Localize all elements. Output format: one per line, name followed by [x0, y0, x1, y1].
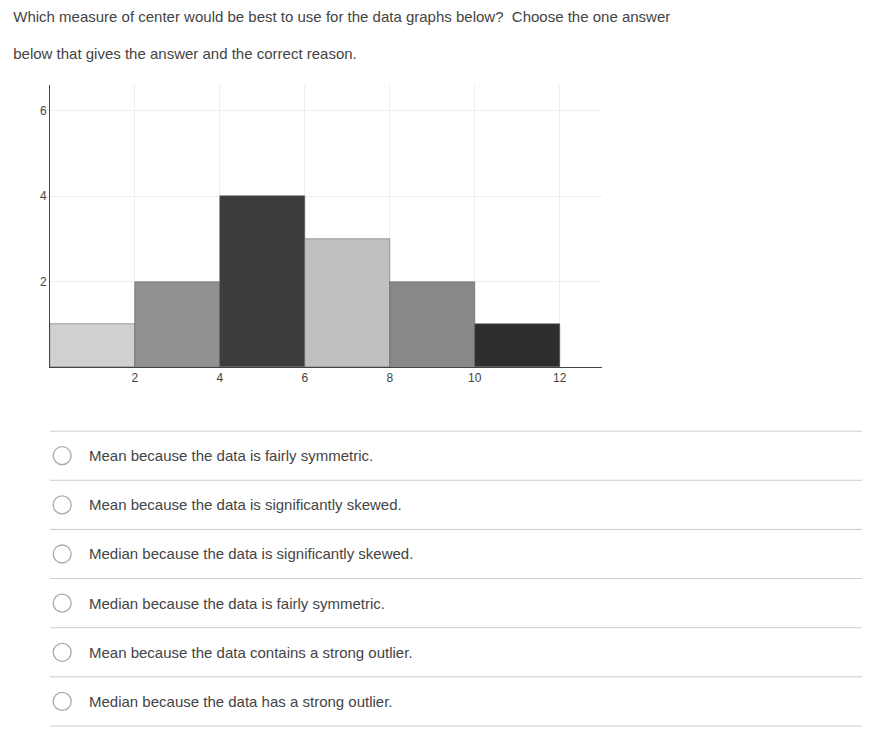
svg-text:Mean because the data contains: Mean because the data contains a strong …	[89, 644, 413, 661]
svg-text:6: 6	[40, 104, 47, 118]
svg-text:6: 6	[301, 371, 308, 385]
svg-text:4: 4	[40, 189, 47, 203]
svg-text:Median because the data is fai: Median because the data is fairly symmet…	[89, 595, 385, 612]
svg-text:2: 2	[40, 275, 47, 289]
svg-text:12: 12	[553, 371, 567, 385]
svg-text:Mean because the data is fairl: Mean because the data is fairly symmetri…	[89, 447, 373, 464]
svg-text:10: 10	[468, 371, 482, 385]
svg-text:Median because the data has a: Median because the data has a strong out…	[89, 693, 393, 710]
svg-text:8: 8	[386, 371, 393, 385]
svg-text:2: 2	[132, 371, 139, 385]
svg-text:below that gives the answer an: below that gives the answer and the corr…	[13, 45, 357, 62]
svg-text:Median because the data is sig: Median because the data is significantly…	[89, 545, 413, 562]
svg-text:4: 4	[217, 371, 224, 385]
svg-text:Mean because the data is signi: Mean because the data is significantly s…	[89, 496, 402, 513]
svg-text:Which measure of center would: Which measure of center would be best to…	[13, 8, 670, 25]
